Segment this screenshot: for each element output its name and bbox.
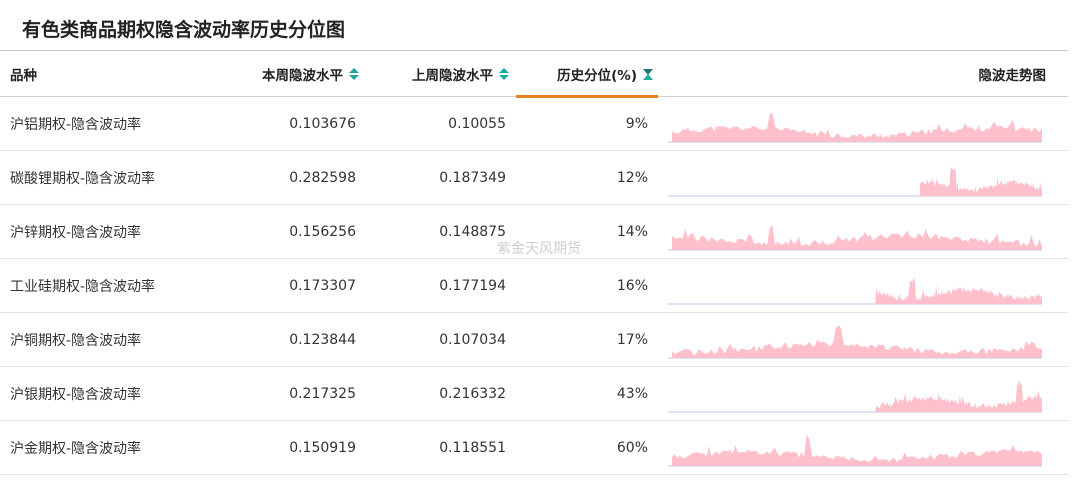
sparkline-area [672, 324, 1042, 358]
row-previous: 0.10055 [448, 115, 506, 132]
table-row: 沪金期权-隐含波动率 0.150919 0.118551 60% [0, 421, 1068, 475]
header-trend: 隐波走势图 [978, 67, 1047, 84]
table-row: 碳酸锂期权-隐含波动率 0.282598 0.187349 12% [0, 151, 1068, 205]
row-name: 沪银期权-隐含波动率 [10, 386, 142, 403]
row-name: 碳酸锂期权-隐含波动率 [10, 170, 156, 187]
table-row: 沪铜期权-隐含波动率 0.123844 0.107034 17% [0, 313, 1068, 367]
header-percentile-label: 历史分位(%) [557, 67, 637, 84]
sparkline-area [875, 379, 1042, 412]
row-previous: 0.118551 [439, 439, 506, 456]
row-trend [668, 97, 1046, 150]
header-current[interactable]: 本周隐波水平 [240, 51, 360, 96]
table-row: 沪铝期权-隐含波动率 0.103676 0.10055 9% [0, 97, 1068, 151]
row-name: 工业硅期权-隐含波动率 [10, 278, 156, 295]
row-previous: 0.177194 [439, 277, 506, 294]
row-current: 0.123844 [289, 331, 356, 348]
sparkline-area [672, 434, 1042, 466]
sparkline-area [919, 165, 1042, 196]
table-row: 沪银期权-隐含波动率 0.217325 0.216332 43% [0, 367, 1068, 421]
row-trend [668, 151, 1046, 204]
header-percentile[interactable]: 历史分位(%) [516, 51, 654, 96]
row-trend [668, 367, 1046, 420]
row-trend [668, 421, 1046, 474]
row-percentile: 16% [616, 277, 648, 294]
active-sort-underline [516, 95, 658, 98]
row-trend [668, 205, 1046, 258]
sparkline-chart [668, 434, 1042, 466]
row-current: 0.150919 [289, 439, 356, 456]
header-current-label: 本周隐波水平 [262, 67, 343, 84]
row-previous: 0.148875 [439, 223, 506, 240]
row-current: 0.173307 [289, 277, 356, 294]
sparkline-chart [668, 379, 1042, 412]
row-name: 沪金期权-隐含波动率 [10, 440, 142, 457]
row-previous: 0.187349 [439, 169, 506, 186]
row-percentile: 14% [616, 223, 648, 240]
sort-icon[interactable] [348, 66, 360, 82]
table-header: 品种 本周隐波水平 上周隐波水平 历史分位(%) 隐波走势图 [0, 50, 1068, 98]
row-name: 沪铝期权-隐含波动率 [10, 116, 142, 133]
row-current: 0.156256 [289, 223, 356, 240]
sparkline-area [875, 277, 1042, 304]
row-trend [668, 259, 1046, 312]
row-percentile: 60% [616, 439, 648, 456]
row-previous: 0.107034 [439, 331, 506, 348]
sparkline-chart [668, 165, 1042, 196]
sort-desc-icon[interactable] [642, 66, 654, 82]
volatility-table: 品种 本周隐波水平 上周隐波水平 历史分位(%) 隐波走势图 沪铝期权-隐含波动… [0, 50, 1068, 475]
sparkline-chart [668, 277, 1042, 304]
row-trend [668, 313, 1046, 366]
row-name: 沪铜期权-隐含波动率 [10, 332, 142, 349]
row-current: 0.282598 [289, 169, 356, 186]
row-percentile: 12% [616, 169, 648, 186]
row-current: 0.217325 [289, 385, 356, 402]
table-row: 沪锌期权-隐含波动率 0.156256 0.148875 14% [0, 205, 1068, 259]
header-name: 品种 [10, 67, 37, 84]
sparkline-chart [668, 112, 1042, 142]
row-percentile: 17% [616, 331, 648, 348]
sparkline-area [672, 224, 1042, 250]
row-current: 0.103676 [289, 115, 356, 132]
row-name: 沪锌期权-隐含波动率 [10, 224, 142, 241]
header-previous[interactable]: 上周隐波水平 [380, 51, 510, 96]
row-percentile: 9% [625, 115, 648, 132]
sparkline-chart [668, 324, 1042, 358]
row-previous: 0.216332 [439, 385, 506, 402]
row-percentile: 43% [616, 385, 648, 402]
sort-icon[interactable] [498, 66, 510, 82]
sparkline-chart [668, 224, 1042, 250]
table-row: 工业硅期权-隐含波动率 0.173307 0.177194 16% [0, 259, 1068, 313]
sparkline-area [672, 112, 1042, 142]
page-title: 有色类商品期权隐含波动率历史分位图 [22, 19, 346, 41]
header-previous-label: 上周隐波水平 [412, 67, 493, 84]
